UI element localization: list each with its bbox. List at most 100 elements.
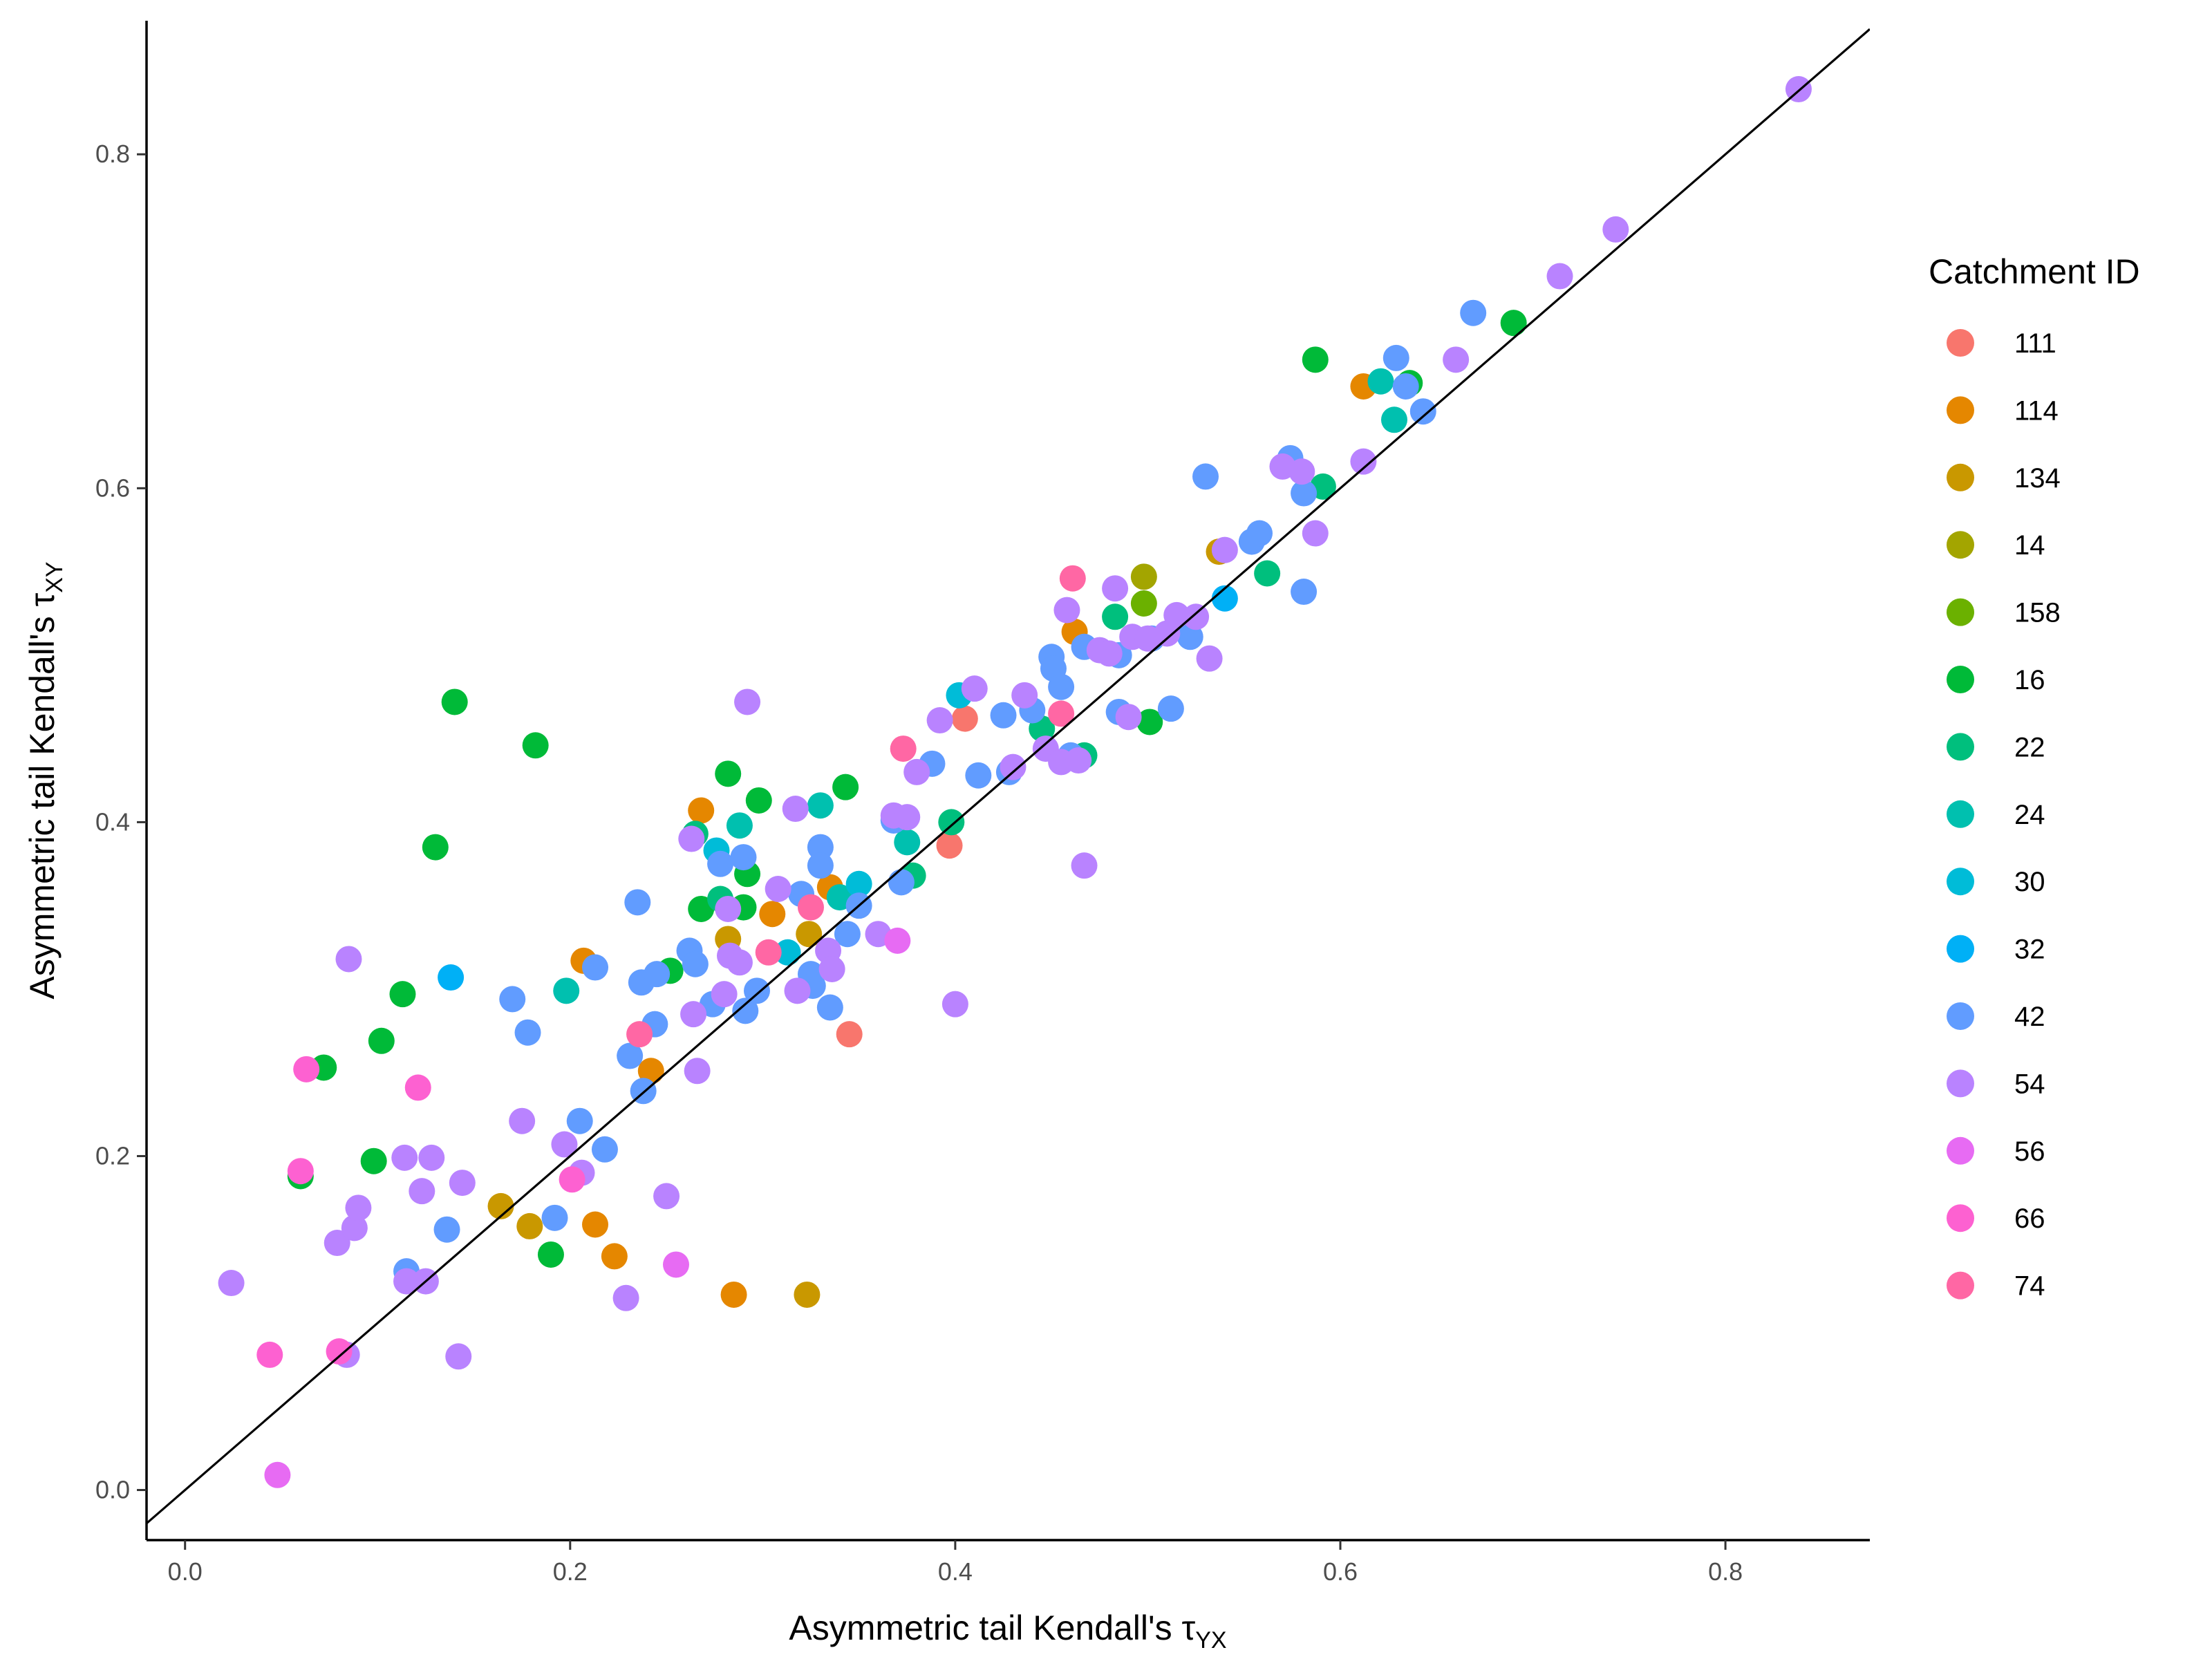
data-point [644,961,671,988]
data-point [755,939,782,966]
data-point [326,1338,353,1365]
data-point [1367,368,1394,395]
points-layer [218,76,1812,1488]
legend-label: 66 [2014,1203,2045,1234]
data-point [816,994,843,1021]
data-point [1048,673,1075,700]
data-point [1177,624,1203,650]
legend-key [1947,1069,1974,1098]
legend-key [1947,329,1974,357]
data-point [680,1001,707,1028]
data-point [1500,310,1527,337]
data-point [782,796,809,823]
data-point [418,1144,445,1171]
data-point [601,1243,628,1270]
data-point [1048,700,1075,727]
data-point [888,869,915,896]
x-tick-label: 0.2 [553,1557,588,1586]
legend-label: 24 [2014,800,2045,830]
data-point [807,834,834,861]
data-point [936,832,963,859]
data-point [726,812,753,839]
data-point [537,1241,564,1268]
data-point [745,787,772,814]
data-point [774,939,801,966]
legend-key [1947,1002,1974,1030]
x-tick-label: 0.0 [168,1557,203,1586]
data-point [903,758,930,785]
data-point [890,735,917,762]
legend-items: 111 114 134 14 158 16 22 24 30 32 42 54 56 66 74 [1947,328,2061,1302]
x-tick-label: 0.8 [1708,1557,1743,1586]
data-point [449,1170,476,1197]
data-point [389,981,416,1008]
data-point [1096,640,1123,667]
data-point [499,986,526,1013]
x-axis-title: Asymmetric tail Kendall's τYX [789,1609,1226,1653]
data-point [516,1212,543,1239]
legend-label: 158 [2014,598,2061,628]
data-point [990,702,1017,729]
data-point [678,825,705,852]
y-tick-label: 0.2 [95,1141,130,1170]
data-point [807,792,834,819]
legend-key [1947,531,1974,559]
legend-key [1947,666,1974,693]
ticks-layer: 0.0 0.2 0.4 0.6 0.8 0.0 0.2 0.4 0.6 0.8 [95,140,1743,1586]
data-point [1011,682,1038,709]
data-point [715,895,742,922]
legend-label: 56 [2014,1136,2045,1167]
data-point [1102,603,1129,630]
legend-key [1947,868,1974,896]
data-point [612,1284,639,1311]
legend-item-66: 66 [1947,1203,2045,1234]
data-point [1000,753,1027,780]
data-point [1392,373,1419,400]
legend-key [1947,1204,1974,1232]
data-point [818,955,845,982]
legend-item-111: 111 [1947,328,2056,359]
data-point [566,1107,593,1134]
data-point [834,921,861,948]
series-14 [1130,563,1157,590]
data-point [617,1042,644,1069]
data-point [894,829,921,856]
data-point [1065,747,1092,774]
data-point [1291,480,1318,507]
data-point [264,1461,291,1488]
data-point [1059,565,1086,592]
data-point [653,1183,680,1210]
series-22 [682,473,1336,912]
data-point [1302,346,1329,373]
data-point [1192,463,1219,490]
legend-item-114: 114 [1947,395,2059,426]
data-point [591,1136,618,1163]
reference-line [147,28,1870,1525]
data-point [522,732,549,759]
series-66 [256,1056,585,1368]
legend-title: Catchment ID [1929,252,2140,291]
data-point [1254,560,1281,587]
data-point [1211,536,1238,563]
x-tick-label: 0.6 [1323,1557,1358,1586]
data-point [1163,601,1190,628]
series-114 [570,373,1377,1308]
series-32 [438,585,1238,991]
legend-label: 16 [2014,665,2045,695]
y-tick-label: 0.8 [95,140,130,168]
data-point [965,762,992,789]
legend-item-32: 32 [1947,935,2045,965]
legend-item-24: 24 [1947,800,2045,830]
data-point [1211,585,1238,612]
data-point [765,876,791,902]
data-point [784,977,811,1004]
data-point [1382,344,1409,371]
legend-key [1947,396,1974,424]
series-74 [626,565,1086,1048]
data-point [836,1021,863,1048]
y-axis-title: Asymmetric tail Kendall's τXY [23,561,68,999]
legend-label: 42 [2014,1002,2045,1032]
y-tick-label: 0.4 [95,807,130,836]
